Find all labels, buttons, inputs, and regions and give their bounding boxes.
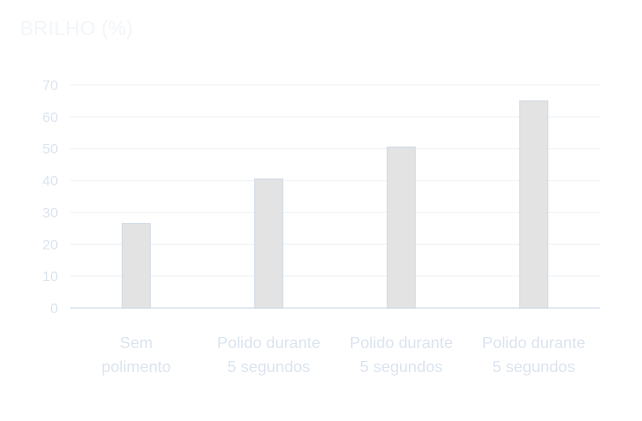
bar <box>386 146 416 309</box>
x-category-label: Polido durante <box>350 335 453 352</box>
y-tick-label: 40 <box>42 173 58 189</box>
x-category-label: 5 segundos <box>227 359 310 376</box>
x-category-label: polimento <box>102 359 171 376</box>
y-tick-label: 70 <box>42 77 58 93</box>
y-tick-label: 30 <box>42 204 58 220</box>
bar <box>254 178 284 309</box>
y-tick-label: 20 <box>42 236 58 252</box>
y-tick-label: 50 <box>42 141 58 157</box>
chart-title: BRILHO (%) <box>20 18 134 40</box>
x-category-label: Sem <box>120 335 153 352</box>
bar <box>519 100 549 309</box>
y-tick-label: 10 <box>42 268 58 284</box>
y-tick-label: 0 <box>50 300 58 316</box>
x-category-label: 5 segundos <box>492 359 575 376</box>
y-tick-label: 60 <box>42 109 58 125</box>
bar <box>121 223 151 309</box>
x-category-label: 5 segundos <box>360 359 443 376</box>
x-category-label: Polido durante <box>217 335 320 352</box>
x-category-label: Polido durante <box>482 335 585 352</box>
